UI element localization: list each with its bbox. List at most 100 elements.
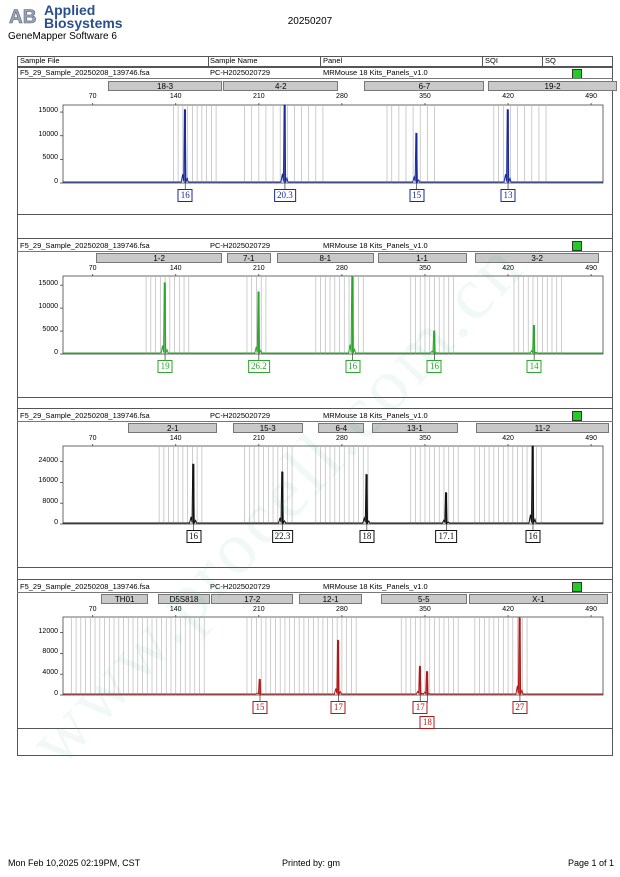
sample-name: PC-H2025020729 [210, 68, 271, 77]
allele-bin-label[interactable]: X-1 [468, 594, 608, 604]
x-tick-label: 490 [585, 265, 597, 272]
allele-bin-label[interactable]: D5S818 [157, 594, 211, 604]
sample-name: PC-H2025020729 [210, 582, 271, 591]
y-tick-label: 0 [54, 690, 58, 697]
x-tick-label: 210 [252, 265, 265, 272]
allele-call-label[interactable]: 22.3 [271, 530, 294, 543]
allele-bin-label[interactable]: 11-2 [476, 423, 609, 433]
allele-call-label[interactable]: 20.3 [274, 189, 296, 202]
sample-name: PC-H2025020729 [210, 241, 271, 250]
x-tick-label: 420 [502, 265, 514, 272]
y-tick-label: 24000 [38, 456, 58, 464]
allele-call-label[interactable]: 18 [359, 530, 375, 543]
allele-call-label[interactable]: 16 [426, 360, 442, 373]
allele-bin-label[interactable]: 1-2 [96, 253, 223, 263]
sample-info-row: F5_29_Sample_20250208_139746.fsa PC-H202… [17, 582, 613, 592]
x-tick-label: 350 [419, 93, 431, 100]
allele-bin-label[interactable]: 3-2 [474, 253, 600, 263]
y-tick-label: 15000 [38, 107, 58, 115]
allele-call-label[interactable]: 17 [330, 701, 346, 714]
y-tick-label: 10000 [38, 303, 58, 311]
allele-bin-label[interactable]: 19-2 [487, 81, 618, 91]
x-tick-label: 420 [502, 606, 514, 613]
page-number: Page 1 of 1 [567, 858, 614, 868]
applied-biosystems-logo-icon: AB [8, 6, 40, 26]
allele-bin-label[interactable]: 7-1 [226, 253, 271, 263]
allele-call-label[interactable]: 16 [525, 530, 541, 543]
allele-bin-label[interactable]: 13-1 [371, 423, 459, 433]
x-tick-label: 490 [585, 606, 597, 613]
allele-bin-label[interactable]: 18-3 [108, 81, 223, 91]
allele-bin-label[interactable]: 2-1 [128, 423, 218, 433]
brand-line-2: Biosystems [44, 15, 123, 31]
header-sep [208, 57, 209, 66]
allele-bin-label[interactable]: 5-5 [381, 594, 467, 604]
y-tick-label: 0 [54, 178, 58, 185]
header-sep [320, 57, 321, 66]
report-date: 20250207 [287, 16, 333, 27]
allele-call-label[interactable]: 27 [512, 701, 528, 714]
col-sample-name: Sample Name [210, 56, 258, 65]
allele-bin-label[interactable]: 4-2 [223, 81, 339, 91]
header-sep [482, 57, 483, 66]
allele-bin-label[interactable]: 17-2 [211, 594, 294, 604]
x-tick-label: 490 [585, 435, 597, 442]
sample-file: F5_29_Sample_20250208_139746.fsa [20, 241, 150, 250]
x-tick-label: 70 [88, 435, 97, 442]
allele-call-label[interactable]: 15 [409, 189, 425, 202]
allele-bin-label[interactable]: 1-1 [377, 253, 467, 263]
info-divider [17, 251, 613, 252]
x-tick-label: 490 [585, 93, 597, 100]
software-name: GeneMapper Software 6 [8, 31, 117, 42]
x-tick-label: 140 [169, 93, 182, 100]
allele-call-label[interactable]: 14 [526, 360, 542, 373]
allele-call-label[interactable]: 16 [186, 530, 202, 543]
x-tick-label: 210 [252, 606, 265, 613]
y-tick-label: 15000 [38, 280, 58, 288]
electropherogram-panel [17, 67, 613, 215]
allele-call-label[interactable]: 18 [419, 716, 435, 729]
allele-call-label[interactable]: 26.2 [247, 360, 270, 373]
y-tick-label: 8000 [42, 498, 58, 506]
allele-call-label[interactable]: 17 [412, 701, 428, 714]
x-tick-label: 140 [169, 265, 182, 272]
allele-call-label[interactable]: 17.1 [435, 530, 458, 543]
sample-info-row: F5_29_Sample_20250208_139746.fsa PC-H202… [17, 68, 613, 78]
y-tick-label: 5000 [42, 326, 58, 334]
sample-file: F5_29_Sample_20250208_139746.fsa [20, 68, 150, 77]
electropherogram-panel [17, 408, 613, 568]
x-tick-label: 210 [252, 93, 265, 100]
x-tick-label: 280 [336, 265, 348, 272]
y-tick-label: 8000 [42, 648, 58, 656]
x-tick-label: 350 [419, 435, 431, 442]
allele-bin-label[interactable]: 8-1 [276, 253, 374, 263]
electropherogram-panel [17, 238, 613, 398]
allele-call-label[interactable]: 16 [345, 360, 361, 373]
col-sample-file: Sample File [20, 56, 60, 65]
y-tick-label: 0 [54, 519, 58, 526]
allele-call-label[interactable]: 19 [157, 360, 173, 373]
panel-name: MRMouse 18 Kits_Panels_v1.0 [323, 241, 428, 250]
allele-bin-label[interactable]: 15-3 [232, 423, 303, 433]
sample-file: F5_29_Sample_20250208_139746.fsa [20, 582, 150, 591]
allele-call-label[interactable]: 13 [500, 189, 516, 202]
x-tick-label: 350 [419, 265, 431, 272]
info-divider [17, 592, 613, 593]
allele-bin-label[interactable]: 6-4 [318, 423, 365, 433]
col-sqi: SQI [485, 56, 498, 65]
allele-bin-label[interactable]: 12-1 [299, 594, 363, 604]
y-tick-label: 12000 [38, 627, 58, 635]
allele-bin-label[interactable]: 6-7 [364, 81, 485, 91]
allele-bin-label[interactable]: TH01 [100, 594, 149, 604]
y-tick-label: 0 [54, 349, 58, 356]
allele-call-label[interactable]: 16 [177, 189, 193, 202]
info-divider [17, 78, 613, 79]
sq-status-indicator [572, 241, 582, 251]
x-tick-label: 70 [88, 93, 97, 100]
allele-call-label[interactable]: 15 [252, 701, 268, 714]
sample-info-row: F5_29_Sample_20250208_139746.fsa PC-H202… [17, 411, 613, 421]
column-header-row: Sample File Sample Name Panel SQI SQ [17, 56, 613, 66]
col-panel: Panel [323, 56, 343, 65]
x-tick-label: 70 [88, 265, 97, 272]
svg-text:AB: AB [9, 7, 36, 26]
